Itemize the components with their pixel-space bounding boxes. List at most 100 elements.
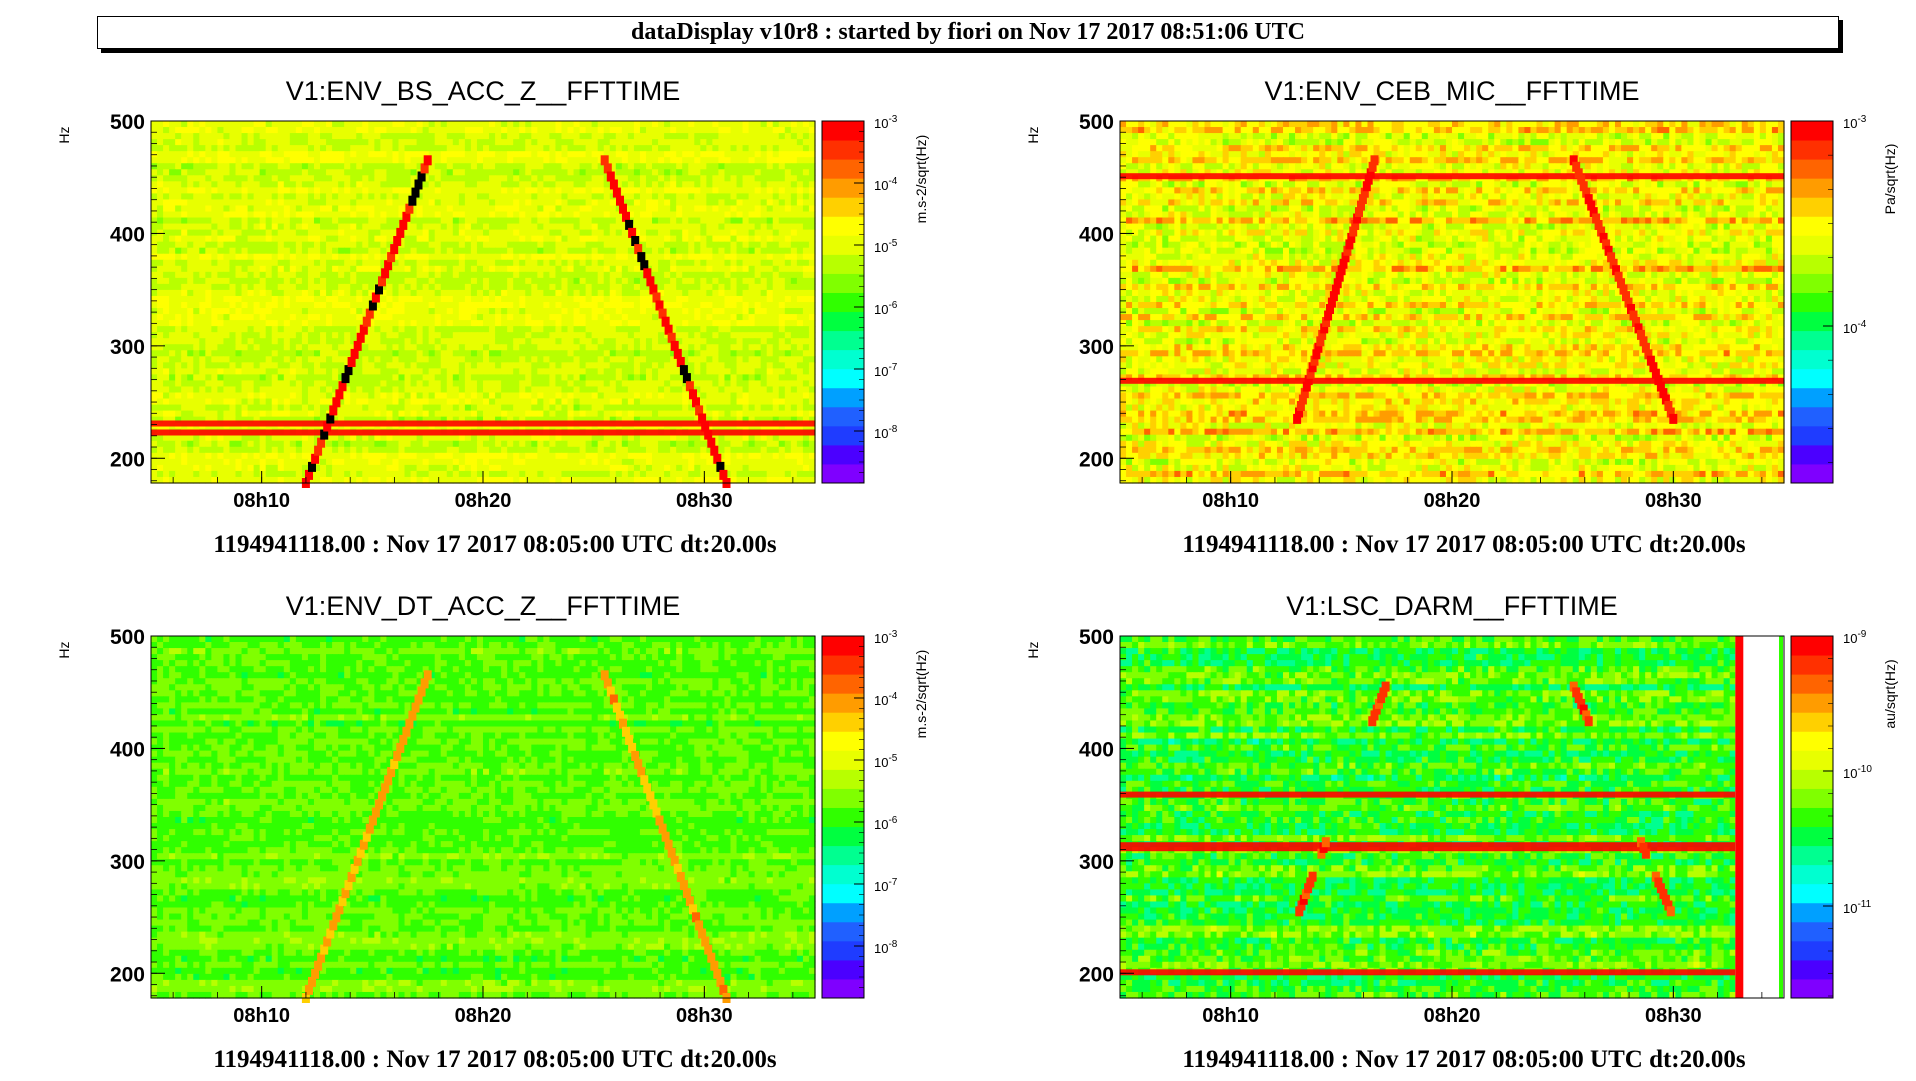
heatmap-cell [561, 272, 568, 279]
heatmap-cell [290, 374, 297, 381]
heatmap-cell [217, 127, 224, 134]
heatmap-cell [392, 133, 399, 140]
heatmap-cell [260, 332, 267, 339]
heatmap-cell [743, 320, 750, 327]
heatmap-cell [543, 338, 550, 345]
heatmap-cell [507, 320, 514, 327]
heatmap-cell [205, 169, 212, 176]
heatmap-cell [417, 302, 424, 309]
heatmap-cell [634, 121, 641, 128]
heatmap-cell [278, 326, 285, 333]
heatmap-cell [574, 139, 581, 146]
heatmap-cell [779, 254, 786, 261]
heatmap-cell [229, 278, 236, 285]
heatmap-cell [471, 193, 478, 200]
heatmap-cell [634, 205, 641, 212]
heatmap-cell [568, 278, 575, 285]
heatmap-cell [151, 199, 158, 206]
spectrogram-1: V1:ENV_BS_ACC_Z__FFTTIMEHz20030040050008… [56, 76, 929, 558]
heatmap-cell [453, 374, 460, 381]
heatmap-cell [248, 193, 255, 200]
heatmap-cell [441, 320, 448, 327]
heatmap-cell [555, 169, 562, 176]
heatmap-cell [217, 260, 224, 267]
heatmap-cell [501, 212, 508, 219]
heatmap-cell [163, 296, 170, 303]
heatmap-cell [634, 151, 641, 158]
heatmap-cell [254, 139, 261, 146]
heatmap-cell [791, 212, 798, 219]
heatmap-cell [405, 121, 412, 128]
heatmap-cell [392, 314, 399, 321]
heatmap-cell [199, 236, 206, 243]
heatmap-cell [423, 187, 430, 194]
heatmap-cell [163, 175, 170, 182]
heatmap-cell [163, 344, 170, 351]
heatmap-cell [519, 193, 526, 200]
heatmap-cell [676, 296, 683, 303]
heatmap-cell [236, 290, 243, 297]
heatmap-cell [441, 350, 448, 357]
heatmap-cell [332, 338, 339, 345]
heatmap-cell [785, 362, 792, 369]
heatmap-cell [423, 368, 430, 375]
heatmap-cell [483, 338, 490, 345]
heatmap-cell [163, 320, 170, 327]
heatmap-cell [598, 266, 605, 273]
heatmap-cell [519, 163, 526, 170]
heatmap-cell [290, 193, 297, 200]
heatmap-cell [628, 181, 635, 188]
heatmap-cell [217, 121, 224, 128]
heatmap-cell [205, 356, 212, 363]
heatmap-cell [718, 169, 725, 176]
heatmap-cell [495, 380, 502, 387]
heatmap-cell [670, 272, 677, 279]
heatmap-cell [773, 260, 780, 267]
heatmap-cell [163, 266, 170, 273]
heatmap-cell [151, 181, 158, 188]
heatmap-cell [266, 236, 273, 243]
heatmap-cell [737, 151, 744, 158]
heatmap-cell [308, 284, 315, 291]
heatmap-cell [217, 290, 224, 297]
heatmap-cell [743, 290, 750, 297]
heatmap-cell [664, 356, 671, 363]
heatmap-cell [308, 302, 315, 309]
heatmap-cell [779, 230, 786, 237]
heatmap-cell [706, 296, 713, 303]
heatmap-cell [320, 266, 327, 273]
heatmap-cell [501, 163, 508, 170]
heatmap-cell [537, 386, 544, 393]
heatmap-cell [767, 338, 774, 345]
heatmap-cell [302, 380, 309, 387]
heatmap-cell [531, 260, 538, 267]
heatmap-cell [561, 326, 568, 333]
heatmap-cell [755, 266, 762, 273]
heatmap-cell [694, 272, 701, 279]
heatmap-cell [718, 230, 725, 237]
heatmap-cell [465, 368, 472, 375]
heatmap-cell [598, 296, 605, 303]
heatmap-cell [767, 290, 774, 297]
heatmap-cell [616, 278, 623, 285]
heatmap-cell [187, 302, 194, 309]
heatmap-cell [694, 236, 701, 243]
heatmap-cell [477, 284, 484, 291]
heatmap-cell [302, 181, 309, 188]
heatmap-cell [211, 205, 218, 212]
heatmap-cell [507, 187, 514, 194]
heatmap-cell [682, 230, 689, 237]
heatmap-cell [386, 139, 393, 146]
heatmap-cell [628, 314, 635, 321]
heatmap-cell [773, 248, 780, 255]
heatmap-cell [290, 199, 297, 206]
heatmap-cell [513, 320, 520, 327]
heatmap-cell [350, 230, 357, 237]
heatmap-cell [417, 362, 424, 369]
heatmap-cell [495, 308, 502, 315]
heatmap-cell [199, 254, 206, 261]
heatmap-cell [423, 212, 430, 219]
heatmap-cell [193, 230, 200, 237]
heatmap-cell [724, 199, 731, 206]
heatmap-cell [622, 332, 629, 339]
